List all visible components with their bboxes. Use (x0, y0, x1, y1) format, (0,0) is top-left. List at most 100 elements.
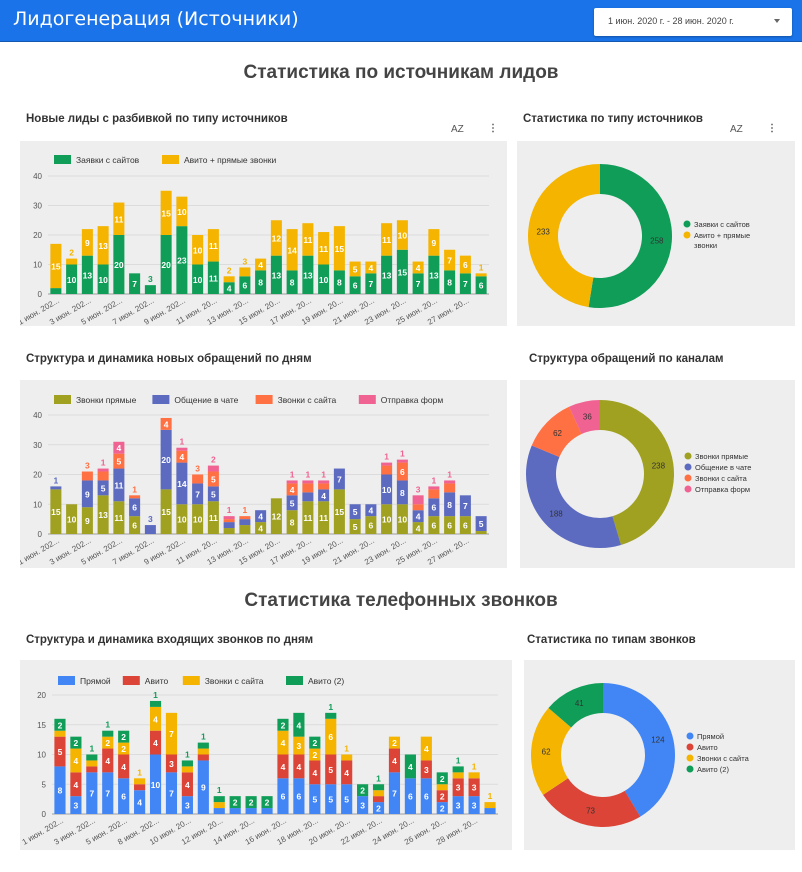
chart-requests-channels-donut[interactable]: 238 188 62 36 Звонки прямые Общение в чате Зво… (520, 380, 795, 568)
bar-series-1-3 (97, 226, 109, 265)
slice-label-series-0: 238 (652, 462, 666, 471)
bar-series-0-2 (81, 507, 93, 534)
data-label-series-1-26: 7 (463, 501, 468, 511)
data-label-series-0-7: 7 (169, 789, 174, 799)
y-tick-label: 15 (37, 721, 46, 730)
more-options-icon[interactable]: ⋮ (488, 123, 498, 134)
chart-calls-dynamics[interactable]: Прямой Авито Звонки с сайта Авито (2) 0 5 10 15… (20, 660, 512, 850)
bar-series-2-27 (484, 802, 496, 809)
data-label-series-0-13: 4 (258, 524, 263, 534)
bar-series-0-8 (176, 504, 188, 534)
bar-series-2-24 (428, 489, 440, 499)
data-label-series-1-13: 4 (258, 260, 263, 270)
data-label-series-3-14: 2 (281, 720, 286, 730)
data-label-series-1-23: 4 (416, 512, 421, 522)
bar-series-1-21 (381, 223, 393, 256)
bar-series-1-24 (428, 229, 440, 256)
data-label-series-1-20: 4 (369, 263, 374, 273)
data-label-series-2-12: 1 (243, 505, 248, 515)
bar-series-1-25 (444, 492, 456, 517)
bar-series-0-27 (475, 531, 487, 534)
data-label-series-1-1: 4 (74, 780, 79, 790)
panel-title-leads-by-source: Новые лиды с разбивкой по типу источнико… (26, 113, 288, 125)
bar-series-2-6 (149, 706, 162, 731)
bar-series-0-0 (50, 288, 62, 294)
data-label-series-0-3: 10 (98, 275, 108, 285)
data-label-series-3-12: 2 (249, 798, 254, 808)
data-label-series-0-4: 11 (114, 513, 123, 523)
data-label-series-1-20: 4 (369, 506, 374, 516)
bar-series-2-15 (286, 483, 298, 496)
bar-series-0-24 (428, 255, 440, 294)
chart-leads-by-source[interactable]: Заявки с сайтов Авито + прямые звонки 0 10 2… (17, 141, 507, 327)
data-label-series-0-0: 15 (51, 507, 61, 517)
chart-requests-dynamics[interactable]: Звонки прямые Общение в чате Звонки с сайт… (17, 380, 507, 568)
y-tick-label: 5 (42, 780, 47, 789)
data-label-series-1-21: 10 (382, 485, 392, 495)
bar-series-1-4 (113, 202, 125, 235)
bar-series-0-22 (404, 778, 416, 814)
sort-az-icon[interactable]: AZ (451, 124, 464, 135)
slice-series-1 (527, 164, 600, 308)
bar-series-2-3 (102, 736, 114, 749)
y-tick-label: 20 (33, 471, 42, 480)
date-range-picker[interactable]: 1 июн. 2020 г. - 28 июн. 2020 г. (594, 8, 792, 36)
bar-series-0-15 (293, 778, 305, 814)
data-label-series-3-21: 1 (384, 452, 389, 462)
bar-series-3-9 (197, 742, 209, 749)
bar-series-0-8 (176, 226, 188, 294)
data-label-series-3-3: 1 (105, 720, 110, 730)
data-label-series-1-22: 10 (398, 231, 408, 241)
bar-series-1-16 (309, 760, 321, 785)
data-label-series-1-7: 15 (161, 208, 171, 218)
data-label-series-0-4: 6 (121, 792, 126, 802)
legend-dot-series-1 (686, 743, 694, 751)
bar-series-3-22 (396, 459, 408, 463)
data-label-series-2-22: 6 (400, 467, 405, 477)
bar-series-1-6 (144, 525, 156, 534)
bar-series-2-16 (309, 748, 321, 761)
chart6-svg: 124 73 62 41 Прямой Авито Звонки с сайта Авито … (531, 683, 750, 827)
bar-series-0-7 (165, 772, 178, 814)
bar-series-0-7 (160, 235, 172, 294)
data-label-series-0-17: 11 (319, 513, 328, 523)
bar-series-0-17 (325, 784, 337, 814)
data-label-series-3-4: 4 (117, 443, 122, 453)
chart-call-types-donut[interactable]: 124 73 62 41 Прямой Авито Звонки с сайта Авито … (524, 660, 795, 850)
bar-series-0-17 (318, 501, 330, 534)
chart5-svg: Прямой Авито Звонки с сайта Авито (2)051015… (21, 676, 498, 847)
bar-series-0-13 (261, 808, 273, 814)
bar-series-0-9 (192, 264, 204, 294)
data-label-series-0-2: 13 (83, 270, 93, 280)
bar-series-2-5 (134, 778, 146, 785)
bar-series-1-25 (444, 249, 456, 271)
bar-series-3-17 (325, 712, 337, 719)
slice-series-2 (531, 707, 572, 795)
bar-series-1-15 (293, 754, 305, 779)
bar-series-0-21 (388, 772, 401, 814)
data-label-series-1-16: 4 (312, 768, 317, 778)
data-label-series-3-15: 4 (297, 720, 302, 730)
data-label-series-2-15: 3 (297, 741, 302, 751)
bar-series-3-23 (412, 495, 424, 505)
bar-series-1-12 (239, 267, 251, 277)
sort-az-icon[interactable]: AZ (730, 124, 743, 135)
bar-series-1-21 (381, 474, 393, 505)
chart-source-types-donut[interactable]: 258 233 Заявки с сайтов Авито + прямые звонк… (517, 141, 795, 326)
data-label-series-0-8: 3 (185, 801, 190, 811)
legend-label-series-2: Звонки с сайта (695, 474, 748, 483)
data-label-series-0-21: 10 (382, 515, 392, 525)
data-label-series-0-10: 11 (209, 513, 218, 523)
more-options-icon[interactable]: ⋮ (767, 123, 777, 134)
data-label-series-3-22: 1 (400, 449, 405, 459)
bar-series-0-10 (207, 501, 219, 534)
slice-label-series-1: 188 (549, 509, 563, 518)
data-label-series-3-20: 1 (376, 773, 381, 783)
data-label-series-1-17: 4 (321, 491, 326, 501)
bar-series-1-16 (302, 492, 314, 502)
bar-series-2-4 (118, 742, 130, 755)
bar-series-3-25 (452, 766, 464, 773)
bar-series-0-19 (349, 276, 361, 294)
data-label-series-2-1: 4 (74, 756, 79, 766)
bar-series-1-0 (50, 486, 62, 490)
